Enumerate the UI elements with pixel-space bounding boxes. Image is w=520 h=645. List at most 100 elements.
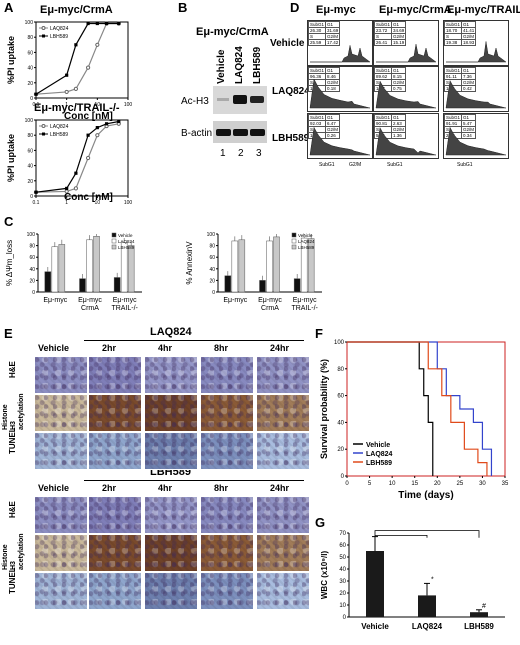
bar-vehicle [366,551,384,617]
d-row-lbh589: LBH589 [272,133,310,144]
legend-label: LBH589 [50,132,68,138]
bar-lbh589 [93,236,100,293]
panel-label-e: E [4,326,13,341]
y-tick-label: 100 [207,232,216,238]
d-stats-cell: 18.93 [461,39,477,46]
d-histogram-area [375,126,437,156]
legend-marker [41,26,46,30]
data-point-laq824 [73,86,78,91]
d-stats-cell: 0.26 [325,132,341,139]
e-histology-image [34,432,88,470]
legend-marker [41,124,46,128]
data-point-lbh589 [34,92,38,96]
x-tick-label: 10 [95,200,101,206]
y-tick-label: 40 [337,420,344,426]
x-category-label: CrmA [261,305,279,312]
legend-swatch [291,232,297,238]
e-histology-image [144,496,198,534]
data-point-laq824 [95,42,100,47]
e-histology-image [256,496,310,534]
d-stats-cell: 15.19 [391,39,407,46]
x-category-label: Eμ-myc [43,297,67,304]
y-tick-label: 40 [29,267,35,273]
x-tick-label: 35 [502,481,509,487]
x-tick-label: 10 [389,481,396,487]
y-tick-label: 60 [209,255,215,261]
e-histology-image [200,534,254,572]
d-axis-subg1-2: SubG1 [387,162,403,168]
bar-lbh589 [127,245,135,293]
y-tick-label: 40 [339,567,346,573]
a-top-chart: 100 80 60 40 20 00.1 1 10 100 %PI uptake LAQ824 LBH… [6,20,133,108]
e-col-label: 2hr [102,483,117,493]
legend-label: Vehicle [366,442,390,449]
x-tick-label: 0 [345,481,349,487]
y-tick-label: 0 [341,474,345,480]
series-line-lbh589 [35,120,119,193]
data-point-laq824 [86,155,91,161]
d-stats-cell: 0.75 [391,85,407,92]
e-histology-image [256,394,310,432]
data-point-laq824 [95,133,100,138]
y-tick-label: 0 [32,290,35,296]
e-histology-image [34,534,88,572]
y-axis-label: %PI uptake [6,134,16,182]
e-histology-image [200,496,254,534]
d-axis-bar: SubG1 G2/M SubG1 SubG1 [307,160,512,172]
data-point-lbh589 [117,119,121,124]
bar-vehicle [44,271,52,293]
panel-label-g: G [315,515,326,530]
legend-label: LBH589 [118,245,135,250]
e-histology-image [144,432,198,470]
e-col-label: 4hr [158,343,173,353]
legend-label: LAQ824 [50,124,69,130]
data-point-laq824 [86,65,91,70]
b-blot-bactin [213,121,267,143]
d-stats-table: SubG1 G1 18.70 41.41 S G2/M 19.38 18.93 [444,21,477,46]
bar-vehicle [224,275,232,293]
bar-lbh589 [470,612,488,617]
x-tick-label: 1 [65,102,68,108]
x-category-label: TRAIL-/- [291,305,318,312]
data-point-lbh589 [117,21,121,26]
e-row-label: H&E [8,501,17,518]
e-top-header-line [84,340,304,341]
d-histogram-area [310,45,371,63]
x-category-label: TRAIL-/- [111,305,138,312]
d-stats-cell: 0.42 [461,85,477,92]
data-point-lbh589 [104,122,109,126]
data-point-lbh589 [65,186,69,190]
data-point-lbh589 [74,43,78,47]
x-tick-label: 10 [95,102,101,108]
e-top-header: LAQ824 [150,326,192,338]
d-histogram-trace [309,78,371,109]
d-histogram-area [309,78,371,109]
e-histology-image [34,572,88,610]
y-axis-label: WBC (x10⁹/l) [320,551,329,600]
bar-lbh589 [273,236,280,293]
x-category-label: LBH589 [464,622,494,631]
y-tick-label: 100 [25,118,34,124]
y-tick-label: 10 [339,603,346,609]
data-point-lbh589 [86,21,90,26]
d-axis-subg1-3: SubG1 [457,162,473,168]
b-lane-vehicle: Vehicle [216,49,227,84]
x-tick-label: 100 [124,102,133,108]
legend-label: LAQ824 [298,239,315,244]
e-bottom-header-line [84,480,304,481]
e-histology-image [88,432,142,470]
d-stats-table: SubG1 G1 26.30 31.69 S G2/M 25.59 17.42 [308,21,341,46]
e-col-label: Vehicle [38,483,70,493]
panel-label-c: C [4,214,14,229]
e-histology-image [88,394,142,432]
e-col-label: 2hr [102,343,117,353]
bar-laq824 [418,595,436,617]
b-blot-ach3 [213,86,267,114]
y-tick-label: 0 [343,615,347,621]
e-histology-image [144,534,198,572]
y-tick-label: 60 [29,255,35,261]
